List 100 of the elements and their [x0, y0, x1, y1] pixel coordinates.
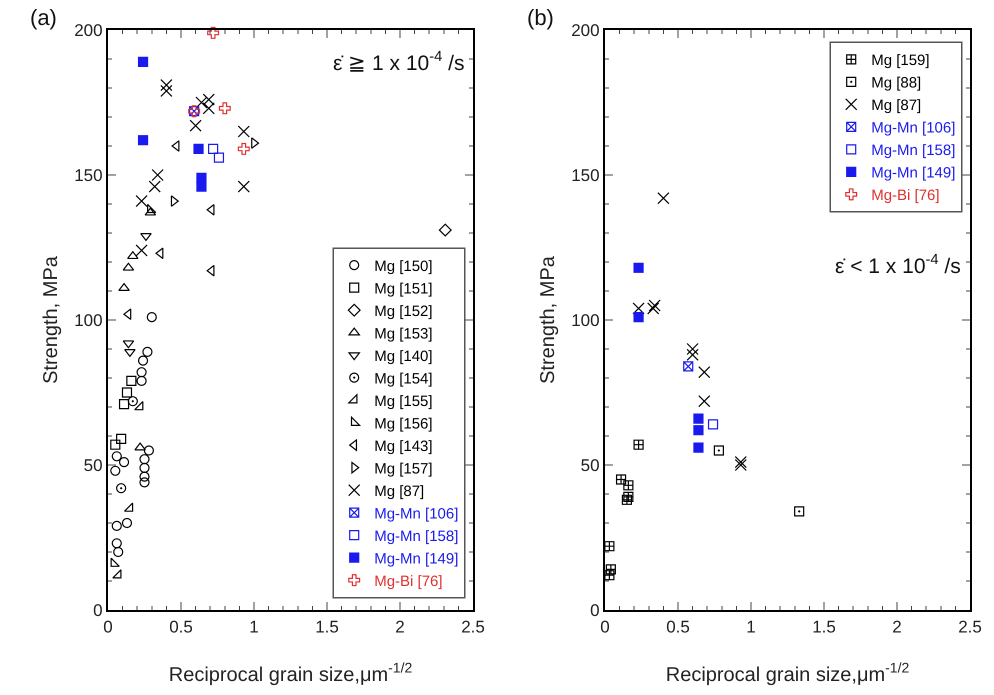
chart-title: (b) — [527, 5, 554, 30]
point — [112, 569, 122, 578]
point — [144, 208, 156, 216]
point — [633, 312, 644, 322]
y-tick-label: 150 — [571, 166, 600, 185]
point — [708, 419, 718, 430]
legend-label: Mg-Mn [158] — [374, 528, 458, 545]
legend-label: Mg-Bi [76] — [871, 187, 940, 204]
x-axis-title: Reciprocal grain size,μm$^{-1/2}$ — [666, 660, 910, 686]
point — [190, 120, 202, 132]
x-tick-label: 1 — [249, 617, 259, 636]
point — [698, 395, 710, 408]
point — [195, 96, 208, 109]
y-tick-label: 150 — [74, 166, 103, 185]
point — [683, 361, 694, 372]
point — [238, 180, 250, 193]
y-tick-label: 100 — [571, 310, 600, 330]
legend-label: Mg [87] — [871, 97, 922, 114]
point — [123, 308, 132, 320]
point — [604, 570, 614, 580]
point — [657, 192, 670, 204]
y-axis-title: Strength, MPa — [40, 255, 62, 384]
point — [148, 180, 161, 193]
y-tick-label: 0 — [93, 600, 103, 620]
point — [632, 302, 645, 314]
x-tick-label: 0.5 — [169, 617, 193, 636]
legend-label: Mg [159] — [871, 52, 930, 70]
x-tick-label: 1.5 — [812, 617, 836, 636]
point — [116, 483, 126, 494]
x-tick-label: 2 — [892, 617, 902, 636]
x-tick-label: 1 — [746, 617, 756, 636]
point — [206, 204, 215, 216]
point — [110, 440, 120, 450]
legend-label: Mg [152] — [374, 303, 433, 320]
point — [126, 376, 136, 386]
legend-label: Mg [140] — [374, 348, 433, 365]
point — [208, 144, 218, 154]
legend-label: Mg [153] — [374, 326, 433, 342]
legend-label: Mg-Mn [149] — [871, 164, 956, 182]
x-tick-label: 1.5 — [315, 617, 339, 636]
point — [122, 340, 134, 348]
legend-label: Mg [155] — [374, 393, 433, 410]
legend-label: Mg [150] — [374, 258, 433, 275]
point — [218, 102, 231, 114]
point — [138, 56, 148, 67]
point — [251, 137, 260, 149]
legend-label: Mg [88] — [871, 74, 922, 92]
point — [135, 244, 148, 256]
point — [206, 264, 215, 276]
legend-label: Mg-Mn [158] — [871, 142, 956, 160]
point — [160, 79, 172, 92]
point — [238, 125, 250, 138]
point — [633, 262, 644, 273]
point — [118, 399, 130, 410]
point — [648, 299, 661, 312]
y-tick-label: 200 — [571, 20, 600, 40]
point — [116, 434, 126, 444]
legend-label: Mg [154] — [374, 370, 433, 388]
y-tick-label: 100 — [74, 310, 103, 330]
point — [214, 152, 224, 163]
point — [124, 502, 134, 512]
legend-label: Mg-Mn [106] — [871, 120, 956, 137]
point — [734, 456, 747, 468]
point — [202, 94, 215, 106]
y-tick-label: 200 — [74, 20, 103, 40]
point — [698, 366, 710, 378]
point — [134, 401, 144, 410]
point — [633, 440, 644, 450]
point — [155, 248, 164, 260]
point — [170, 195, 179, 207]
point — [693, 442, 704, 453]
point — [196, 182, 207, 192]
point — [647, 302, 660, 314]
legend-label: Mg-Bi [76] — [374, 573, 443, 590]
point — [438, 224, 452, 237]
y-axis-title: Strength, MPa — [537, 255, 559, 384]
legend-label: Mg [143] — [374, 438, 433, 455]
point — [127, 251, 139, 260]
point — [714, 445, 724, 456]
y-tick-label: 0 — [590, 600, 600, 620]
point — [794, 506, 804, 516]
legend-label: Mg-Mn [106] — [374, 506, 458, 522]
legend-label: Mg-Mn [149] — [374, 550, 458, 568]
legend-label: Mg [151] — [374, 280, 433, 298]
point — [693, 425, 704, 436]
point — [202, 102, 215, 114]
point — [135, 195, 148, 208]
chart-title: (a) — [30, 5, 57, 30]
point — [734, 458, 747, 472]
point — [238, 142, 250, 155]
point — [686, 342, 699, 356]
point — [686, 348, 699, 361]
point — [160, 84, 172, 97]
point — [622, 494, 632, 505]
x-axis-title: Reciprocal grain size,μm$^{-1/2}$ — [168, 660, 412, 686]
point — [693, 414, 704, 424]
point — [604, 541, 614, 552]
point — [623, 492, 634, 502]
x-tick-label: 0.5 — [666, 617, 690, 636]
legend-label: Mg [87] — [374, 483, 424, 500]
